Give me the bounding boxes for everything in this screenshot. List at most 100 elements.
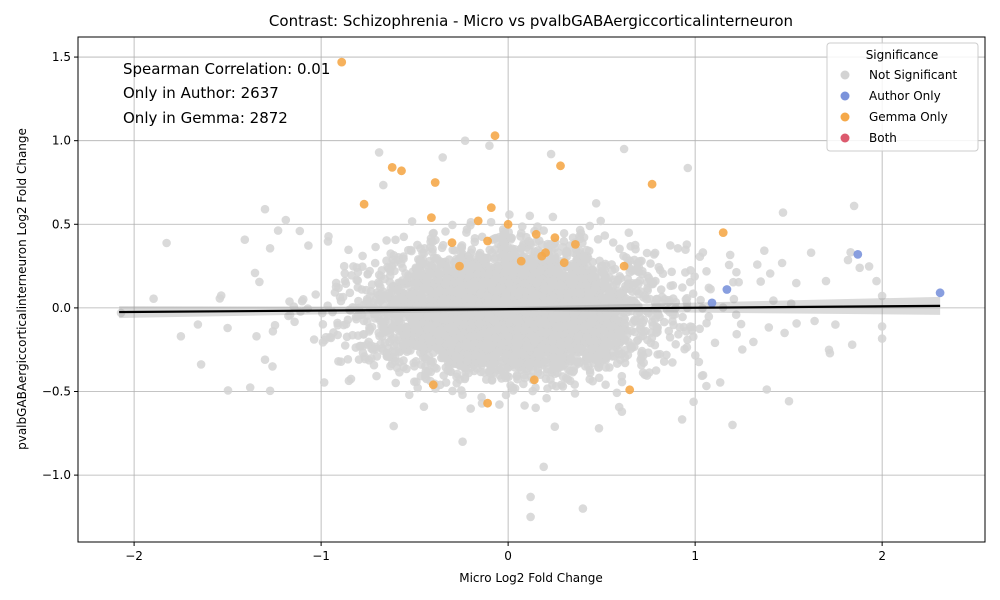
point-not-significant <box>487 375 497 385</box>
point-not-significant <box>612 359 622 368</box>
point-not-significant <box>513 374 522 384</box>
point-not-significant <box>654 262 663 272</box>
point-not-significant <box>353 283 363 292</box>
point-not-significant <box>490 254 499 264</box>
point-not-significant <box>452 379 462 388</box>
point-not-significant <box>441 227 450 236</box>
point-not-significant <box>466 217 476 227</box>
point-not-significant <box>452 372 461 382</box>
point-not-significant <box>526 358 536 368</box>
point-not-significant <box>358 251 367 261</box>
point-not-significant <box>330 288 340 297</box>
point-not-significant <box>533 222 542 231</box>
point-not-significant <box>664 295 674 305</box>
point-not-significant <box>520 370 529 380</box>
point-not-significant <box>647 333 657 343</box>
point-not-significant <box>441 378 451 387</box>
point-not-significant <box>252 332 261 341</box>
point-not-significant <box>345 288 355 298</box>
point-not-significant <box>548 212 558 222</box>
point-not-significant <box>702 267 711 276</box>
point-not-significant <box>399 252 408 261</box>
point-not-significant <box>671 340 680 349</box>
point-not-significant <box>339 261 349 271</box>
point-not-significant <box>477 392 486 402</box>
point-not-significant <box>478 358 488 368</box>
point-not-significant <box>475 252 484 261</box>
point-not-significant <box>593 235 603 244</box>
point-not-significant <box>341 279 351 289</box>
point-not-significant <box>444 255 454 264</box>
point-not-significant <box>613 276 623 286</box>
point-not-significant <box>696 295 705 305</box>
point-not-significant <box>392 363 402 373</box>
point-not-significant <box>496 363 505 372</box>
point-not-significant <box>435 256 444 266</box>
point-not-significant <box>674 330 683 339</box>
point-not-significant <box>606 330 616 340</box>
point-not-significant <box>372 371 381 381</box>
point-not-significant <box>542 393 551 403</box>
point-not-significant <box>432 364 441 373</box>
point-not-significant <box>591 281 600 291</box>
point-not-significant <box>340 269 350 278</box>
point-not-significant <box>584 246 594 256</box>
point-not-significant <box>438 240 448 250</box>
point-not-significant <box>646 259 655 268</box>
point-not-significant <box>621 345 630 355</box>
point-not-significant <box>386 249 396 258</box>
point-not-significant <box>621 281 630 291</box>
point-not-significant <box>486 217 496 227</box>
point-not-significant <box>585 365 595 375</box>
chart-title: Contrast: Schizophrenia - Micro vs pvalb… <box>269 12 793 30</box>
point-not-significant <box>437 347 447 357</box>
point-not-significant <box>578 252 588 261</box>
point-not-significant <box>372 352 382 361</box>
point-not-significant <box>311 290 321 299</box>
point-not-significant <box>410 377 419 387</box>
point-not-significant <box>665 307 674 317</box>
point-not-significant <box>600 231 610 240</box>
point-not-significant <box>559 229 569 238</box>
point-not-significant <box>702 318 711 328</box>
point-not-significant <box>504 243 513 252</box>
not-significant-points <box>116 136 887 522</box>
point-not-significant <box>558 242 567 252</box>
point-not-significant <box>409 358 419 368</box>
point-not-significant <box>399 356 408 365</box>
point-not-significant <box>495 400 504 409</box>
point-not-significant <box>702 381 711 391</box>
point-not-significant <box>309 335 319 344</box>
point-not-significant <box>738 345 747 354</box>
point-not-significant <box>396 259 406 268</box>
point-not-significant <box>448 386 457 396</box>
point-not-significant <box>665 333 675 342</box>
point-not-significant <box>370 258 380 268</box>
point-not-significant <box>422 374 431 384</box>
point-not-significant <box>594 363 603 372</box>
point-not-significant <box>539 226 548 235</box>
point-not-significant <box>363 311 373 320</box>
point-not-significant <box>610 264 620 274</box>
point-not-significant <box>616 289 625 298</box>
point-not-significant <box>405 390 414 400</box>
point-not-significant <box>655 349 665 359</box>
point-not-significant <box>518 222 527 231</box>
point-not-significant <box>651 366 661 375</box>
point-not-significant <box>601 363 611 372</box>
point-not-significant <box>597 293 606 302</box>
point-not-significant <box>585 375 594 384</box>
point-not-significant <box>485 245 495 255</box>
point-not-significant <box>546 375 555 384</box>
point-not-significant <box>612 338 621 347</box>
point-not-significant <box>460 373 470 382</box>
point-not-significant <box>467 245 477 254</box>
point-not-significant <box>594 373 604 383</box>
point-not-significant <box>340 341 350 350</box>
point-not-significant <box>622 294 631 304</box>
point-not-significant <box>460 363 470 373</box>
point-not-significant <box>642 248 652 258</box>
point-not-significant <box>391 235 400 245</box>
point-not-significant <box>658 269 668 279</box>
